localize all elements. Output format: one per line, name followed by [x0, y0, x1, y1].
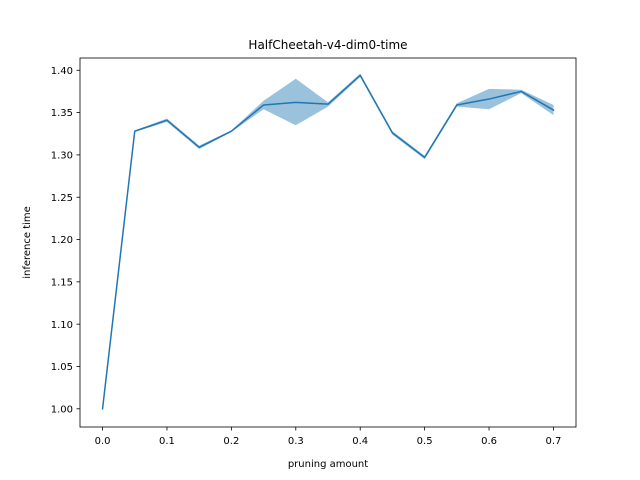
series-0-line [101, 74, 555, 410]
y-tick-label: 1.20 [51, 235, 73, 246]
y-tick-label: 1.10 [51, 320, 73, 331]
x-tick-label: 0.4 [352, 436, 368, 447]
y-tick-label: 1.35 [51, 108, 73, 119]
x-tick-label: 0.5 [417, 436, 433, 447]
plot-area-frame [79, 57, 577, 428]
x-tick-label: 0.2 [223, 436, 239, 447]
chart-title: HalfCheetah-v4-dim0-time [248, 38, 407, 52]
x-tick-label: 0.1 [159, 436, 175, 447]
x-tick-label: 0.6 [481, 436, 497, 447]
y-axis-label: inference time [22, 206, 33, 279]
y-tick-label: 1.00 [51, 404, 73, 415]
y-axis-ticks: 1.00 1.05 1.10 1.15 1.20 1.25 1.30 1.35 1.40 [51, 66, 80, 415]
x-axis-ticks: 0.0 0.1 0.2 0.3 0.4 0.5 0.6 0.7 [95, 427, 562, 447]
x-tick-label: 0.0 [95, 436, 111, 447]
y-tick-label: 1.15 [51, 277, 73, 288]
x-axis-label: pruning amount [288, 459, 368, 470]
y-tick-label: 1.30 [51, 151, 73, 162]
y-tick-label: 1.25 [51, 193, 73, 204]
series-line-layer [101, 74, 555, 410]
y-tick-label: 1.40 [51, 66, 73, 77]
x-tick-label: 0.3 [288, 436, 304, 447]
x-tick-label: 0.7 [546, 436, 562, 447]
y-tick-label: 1.05 [51, 362, 73, 373]
